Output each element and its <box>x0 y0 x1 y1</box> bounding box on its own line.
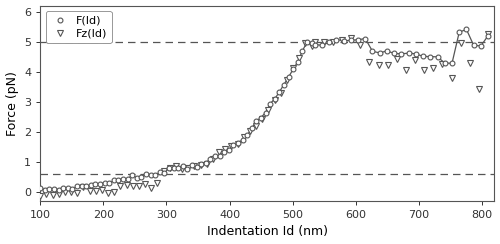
F(Id) <box>485 34 491 37</box>
F(Id) <box>106 182 112 185</box>
Fz(Id) <box>204 162 210 165</box>
F(Id) <box>235 142 241 144</box>
F(Id) <box>464 28 469 31</box>
F(Id) <box>42 188 48 191</box>
Fz(Id) <box>467 61 473 64</box>
Fz(Id) <box>403 69 409 71</box>
Fz(Id) <box>485 32 491 35</box>
Fz(Id) <box>154 182 160 185</box>
F(Id) <box>162 172 168 174</box>
Legend: F(Id), Fz(Id): F(Id), Fz(Id) <box>46 11 112 43</box>
Fz(Id) <box>130 185 136 188</box>
X-axis label: Indentation Id (nm): Indentation Id (nm) <box>207 225 328 238</box>
Fz(Id) <box>240 136 246 139</box>
Line: Fz(Id): Fz(Id) <box>37 30 492 199</box>
F(Id) <box>38 186 44 189</box>
Y-axis label: Force (pN): Force (pN) <box>6 71 18 136</box>
Line: F(Id): F(Id) <box>38 27 490 192</box>
F(Id) <box>157 171 163 174</box>
Fz(Id) <box>38 195 44 198</box>
F(Id) <box>175 167 181 170</box>
F(Id) <box>456 31 462 34</box>
